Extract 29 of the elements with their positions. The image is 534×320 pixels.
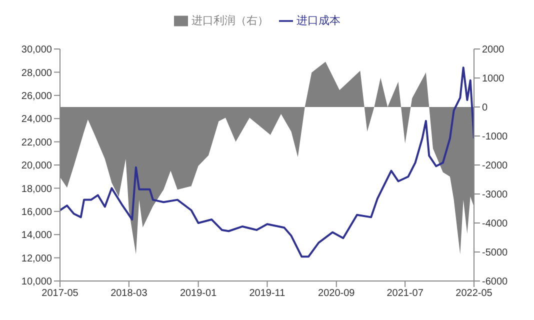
y-tick-label: 30,000 [21, 44, 52, 56]
y-tick-label: 12,000 [21, 253, 52, 264]
y-tick-label: 22,000 [21, 137, 52, 148]
y-tick-label: 18,000 [21, 184, 52, 195]
y-tick-label: 20,000 [21, 160, 52, 172]
x-tick-label: 2019-01 [180, 288, 218, 300]
y-tick-label: 16,000 [21, 206, 52, 218]
legend-label: 进口成本 [296, 15, 340, 27]
y2-tick-label: 2000 [482, 44, 505, 56]
y2-tick-label: -1000 [482, 132, 508, 143]
x-tick-label: 2019-11 [249, 288, 286, 300]
y2-tick-label: -3000 [482, 190, 508, 201]
x-tick-label: 2020-09 [318, 288, 356, 300]
y2-tick-label: -2000 [482, 160, 508, 172]
y2-tick-label: -5000 [482, 248, 508, 259]
x-tick-label: 2018-03 [110, 288, 148, 300]
y-tick-label: 24,000 [21, 114, 52, 126]
x-tick-label: 2022-05 [456, 288, 493, 300]
y-tick-label: 26,000 [21, 90, 52, 102]
y-tick-label: 28,000 [21, 68, 52, 79]
y2-tick-label: -4000 [482, 218, 508, 230]
x-tick-label: 2021-07 [386, 288, 424, 300]
x-tick-label: 2017-05 [42, 288, 79, 300]
legend-label: 进口利润（右） [192, 15, 268, 27]
y2-tick-label: -6000 [482, 276, 508, 288]
y-tick-label: 14,000 [21, 230, 52, 242]
y2-tick-label: 0 [482, 102, 488, 114]
y-tick-label: 10,000 [21, 276, 52, 288]
y2-tick-label: 1000 [482, 74, 505, 85]
